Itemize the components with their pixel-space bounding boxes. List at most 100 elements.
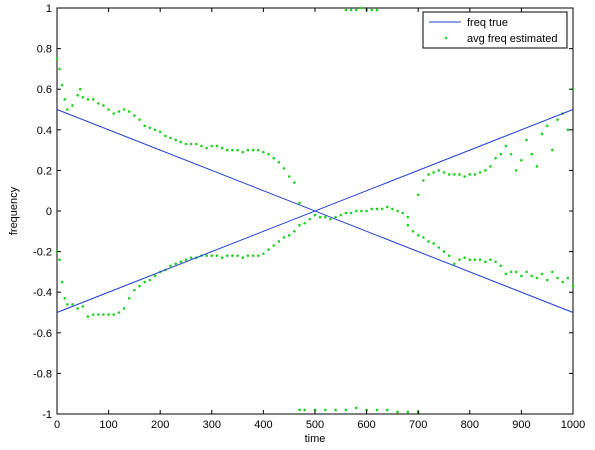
scatter-point xyxy=(344,408,348,412)
scatter-point xyxy=(545,278,549,282)
scatter-point xyxy=(277,160,281,164)
scatter-point xyxy=(210,254,214,257)
scatter-point xyxy=(365,408,368,412)
scatter-point xyxy=(432,242,435,245)
legend-label-line: freq true xyxy=(467,17,508,29)
y-tick-label: 0 xyxy=(46,206,52,218)
scatter-point xyxy=(287,234,291,237)
scatter-point xyxy=(251,148,255,152)
scatter-point xyxy=(107,108,110,111)
scatter-point xyxy=(334,215,337,219)
scatter-point xyxy=(447,173,451,176)
scatter-point xyxy=(318,215,322,219)
scatter-point xyxy=(63,98,67,101)
scatter-point xyxy=(406,215,410,219)
scatter-point xyxy=(504,144,508,148)
scatter-point xyxy=(184,142,188,146)
scatter-point xyxy=(324,215,327,219)
scatter-point xyxy=(287,175,291,178)
scatter-point xyxy=(78,87,82,91)
scatter-point xyxy=(540,132,544,136)
scatter-point xyxy=(391,207,394,211)
scatter-point xyxy=(396,410,399,414)
scatter-point xyxy=(66,303,69,306)
scatter-point xyxy=(158,130,162,134)
scatter-point xyxy=(360,209,363,213)
scatter-point xyxy=(365,209,368,213)
scatter-point xyxy=(324,408,327,412)
scatter-point xyxy=(58,67,61,71)
legend-scatter-swatch xyxy=(444,36,448,40)
scatter-point xyxy=(494,260,497,264)
scatter-point xyxy=(205,146,208,150)
scatter-point xyxy=(385,408,389,412)
scatter-point xyxy=(551,148,554,152)
scatter-point xyxy=(313,408,317,412)
scatter-point xyxy=(298,201,301,205)
scatter-point xyxy=(422,236,425,239)
scatter-point xyxy=(66,108,69,111)
scatter-point xyxy=(138,118,141,121)
scatter-point xyxy=(55,57,59,61)
scatter-point xyxy=(143,124,147,128)
scatter-point xyxy=(122,307,126,310)
scatter-point xyxy=(499,264,503,268)
scatter-point xyxy=(153,274,157,278)
scatter-point xyxy=(189,142,193,146)
scatter-point xyxy=(473,258,477,262)
scatter-point xyxy=(277,240,281,243)
scatter-point xyxy=(200,144,203,148)
scatter-point xyxy=(179,260,183,264)
y-tick-label: -0.8 xyxy=(33,368,52,380)
scatter-point xyxy=(483,169,487,172)
scatter-point xyxy=(112,313,116,316)
scatter-point xyxy=(174,262,177,266)
x-tick-label: 700 xyxy=(409,419,427,431)
scatter-point xyxy=(422,179,425,182)
scatter-point xyxy=(375,8,379,12)
scatter-point xyxy=(251,254,255,257)
scatter-point xyxy=(478,171,482,174)
scatter-point xyxy=(411,230,415,233)
y-tick-label: 0.2 xyxy=(37,165,52,177)
scatter-point xyxy=(184,258,188,262)
scatter-point xyxy=(514,270,518,274)
scatter-point xyxy=(360,6,363,10)
scatter-point xyxy=(571,284,575,288)
scatter-point xyxy=(401,211,405,215)
scatter-point xyxy=(236,254,239,257)
scatter-point xyxy=(256,148,260,152)
scatter-point xyxy=(298,223,301,227)
scatter-point xyxy=(169,136,172,140)
scatter-point xyxy=(556,118,559,121)
scatter-point xyxy=(561,280,564,284)
scatter-point xyxy=(262,252,265,255)
scatter-point xyxy=(91,98,95,101)
scatter-point xyxy=(375,408,379,412)
scatter-point xyxy=(463,175,466,178)
scatter-point xyxy=(246,254,250,257)
scatter-point xyxy=(432,171,435,174)
scatter-point xyxy=(91,313,95,316)
scatter-point xyxy=(329,217,332,221)
scatter-point xyxy=(566,128,570,132)
scatter-point xyxy=(225,254,229,257)
scatter-point xyxy=(112,112,116,115)
scatter-point xyxy=(63,296,67,300)
scatter-point xyxy=(133,114,136,117)
scatter-point xyxy=(535,276,539,280)
scatter-point xyxy=(566,276,570,280)
scatter-point xyxy=(370,8,374,12)
scatter-point xyxy=(231,148,234,152)
scatter-point xyxy=(220,146,224,150)
scatter-point xyxy=(96,313,100,316)
scatter-point xyxy=(308,217,312,221)
x-tick-label: 0 xyxy=(54,419,60,431)
legend: freq true avg freq estimated xyxy=(422,11,568,49)
scatter-point xyxy=(241,256,245,259)
y-tick-label: -0.4 xyxy=(33,287,52,299)
scatter-point xyxy=(354,406,358,410)
scatter-point xyxy=(282,167,286,170)
scatter-point xyxy=(525,270,528,274)
scatter-point xyxy=(473,173,477,176)
